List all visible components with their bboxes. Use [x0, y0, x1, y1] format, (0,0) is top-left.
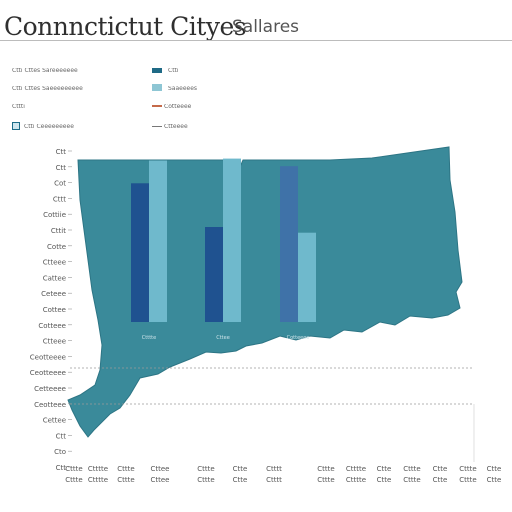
- x-tick-label: Cttte: [403, 465, 420, 473]
- y-tick-label: Ceotteee: [34, 401, 66, 409]
- x-tick-label-secondary: Cttte: [459, 476, 476, 484]
- x-tick-label-secondary: Ctttte: [346, 476, 366, 484]
- chart-subtitle: Sallares: [232, 17, 300, 37]
- legend-swatch-3: [152, 105, 162, 107]
- legend-swatch-4: [152, 126, 162, 127]
- legend-text-2: Ctti Cttes Saeeeeeeeee: [12, 86, 83, 92]
- bar-2-1: [205, 227, 223, 322]
- legend: Ctti Cttes Sareeeeeee Ctti Ctti Cttes Sa…: [10, 64, 270, 136]
- y-tick-label: Cottee: [43, 306, 66, 314]
- x-tick-label: Ctttte: [88, 465, 108, 473]
- y-tick-label: Ctt: [56, 464, 67, 472]
- x-tick-label-secondary: Ctte: [233, 476, 248, 484]
- x-tick-label-secondary: Cttte: [317, 476, 334, 484]
- bar-3-2: [298, 232, 316, 322]
- bars: [131, 158, 316, 322]
- x-tick-label: Cttte: [317, 465, 334, 473]
- y-tick-label: Ceotteeee: [30, 353, 66, 361]
- y-tick-label: Ctt: [56, 432, 67, 440]
- bar-1-2: [149, 160, 167, 322]
- legend-label-1: Ctti: [168, 68, 179, 74]
- y-tick-label: Cattee: [43, 274, 66, 282]
- x-tick-label: Ctttt: [266, 465, 282, 473]
- legend-text-3: Cttti: [12, 104, 25, 110]
- x-tick-label-secondary: Cttte: [117, 476, 134, 484]
- bar-3-1: [280, 166, 298, 322]
- x-tick-label-secondary: Ctte: [433, 476, 448, 484]
- title-row: Connnctictut Cityes Sallares: [0, 10, 512, 42]
- category-labels: Ctttte Cttee Cotteeee: [142, 335, 310, 341]
- x-tick-label-secondary: Cttte: [197, 476, 214, 484]
- x-tick-label: Ctttte: [346, 465, 366, 473]
- category-label: Cttee: [216, 335, 230, 341]
- legend-box-icon: [12, 122, 20, 130]
- bar-2-2: [223, 158, 241, 322]
- x-tick-label-secondary: Cttte: [65, 476, 82, 484]
- y-tick-label: Cottiie: [43, 211, 66, 219]
- x-tick-label: Cttte: [117, 465, 134, 473]
- x-tick-label-secondary: Ctttte: [88, 476, 108, 484]
- legend-text-1: Ctti Cttes Sareeeeeee: [12, 68, 78, 74]
- y-tick-label: Cot: [54, 180, 66, 188]
- legend-label-2: Saaeeees: [168, 86, 198, 92]
- legend-text-4: Ctti Ceeeeeeeee: [24, 124, 74, 130]
- x-tick-label: Ctte: [233, 465, 248, 473]
- x-tick-label-secondary: Cttte: [403, 476, 420, 484]
- y-axis-ticks: Ctt Ctt Cot Cttt Cottiie Cttit Cotte Ctteee Catt…: [30, 148, 72, 472]
- legend-label-4: Ctteeee: [164, 124, 188, 130]
- x-tick-label: Ctte: [487, 465, 502, 473]
- x-tick-label-secondary: Ctte: [487, 476, 502, 484]
- bar-1-1: [131, 183, 149, 322]
- legend-label-3: Cotteeee: [164, 104, 192, 110]
- chart-title: Connnctictut Cityes: [4, 12, 247, 41]
- y-tick-label: Cto: [54, 448, 66, 456]
- legend-swatch-1: [152, 68, 162, 73]
- y-tick-label: Ctt: [56, 148, 67, 156]
- x-tick-label-secondary: Ctttt: [266, 476, 282, 484]
- y-tick-label: Cttit: [51, 227, 66, 235]
- grid-lines: [70, 367, 475, 462]
- x-tick-label-secondary: Cttee: [151, 476, 170, 484]
- y-tick-label: Cotteee: [38, 322, 66, 330]
- x-tick-label-secondary: Ctte: [377, 476, 392, 484]
- x-tick-label: Ctte: [433, 465, 448, 473]
- category-label: Cotteeee: [287, 335, 310, 341]
- y-tick-label: Ceteee: [41, 290, 66, 298]
- x-tick-label: Cttte: [459, 465, 476, 473]
- y-tick-label: Ctteee: [43, 338, 66, 346]
- connecticut-map-shape: [67, 146, 463, 438]
- y-tick-label: Cttt: [53, 195, 66, 203]
- y-tick-label: Ctt: [56, 164, 67, 172]
- map-shape: [67, 146, 463, 438]
- y-tick-label: Ceotteeee: [30, 369, 66, 377]
- x-tick-label: Ctte: [377, 465, 392, 473]
- title-divider: [0, 40, 512, 41]
- y-tick-label: Cettee: [43, 417, 66, 425]
- legend-swatch-2: [152, 84, 162, 91]
- y-tick-label: Ctteee: [43, 259, 66, 267]
- y-tick-label: Cotte: [47, 243, 66, 251]
- category-label: Ctttte: [142, 335, 156, 341]
- x-tick-label: Cttte: [65, 465, 82, 473]
- y-tick-label: Cetteeee: [34, 385, 66, 393]
- x-tick-label: Cttee: [151, 465, 170, 473]
- x-axis-ticks: Cttte Cttte Ctttte Ctttte Cttte Cttte Cttee Ctt…: [65, 465, 501, 484]
- x-tick-label: Cttte: [197, 465, 214, 473]
